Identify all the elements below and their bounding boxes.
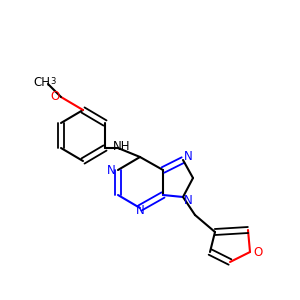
Text: NH: NH bbox=[113, 140, 131, 152]
Text: O: O bbox=[50, 91, 60, 103]
Text: N: N bbox=[136, 205, 144, 218]
Text: 3: 3 bbox=[50, 76, 56, 85]
Text: O: O bbox=[254, 245, 262, 259]
Text: CH: CH bbox=[34, 76, 50, 89]
Text: N: N bbox=[106, 164, 116, 176]
Text: N: N bbox=[184, 194, 192, 206]
Text: N: N bbox=[184, 151, 192, 164]
